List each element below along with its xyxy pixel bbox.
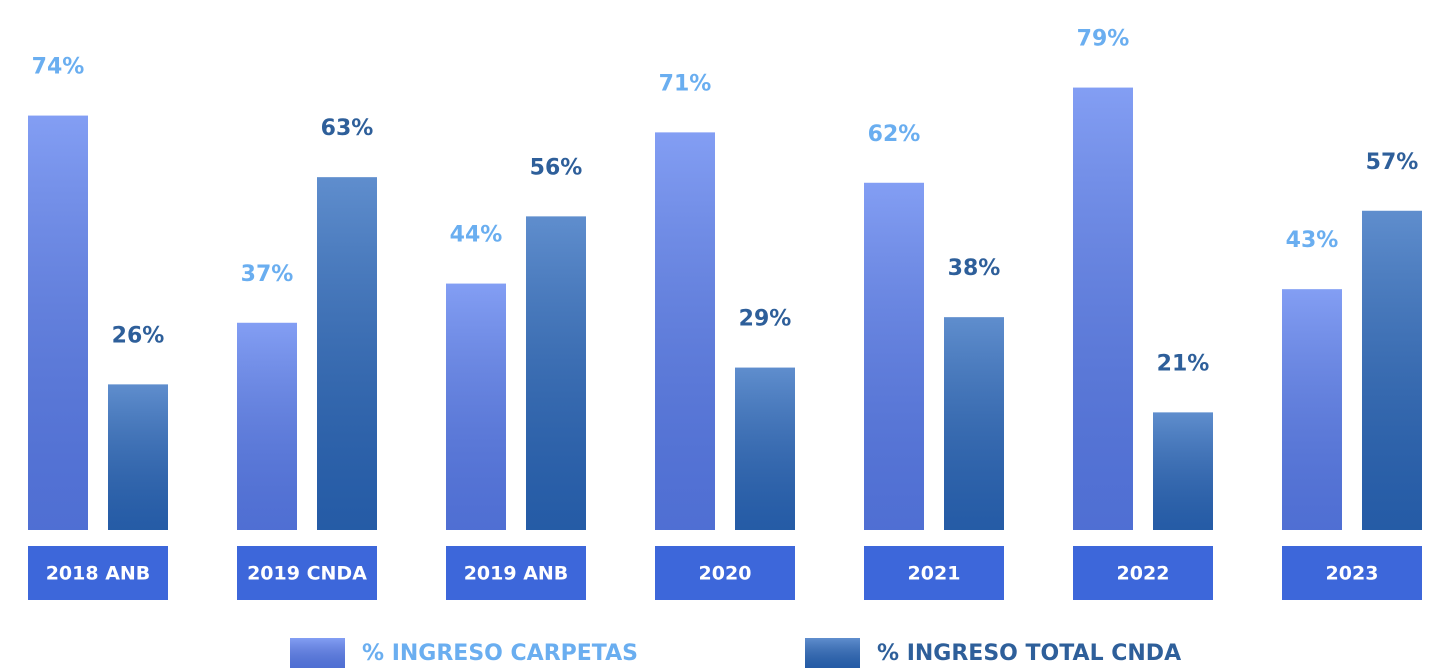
value-label: 57% bbox=[1366, 150, 1419, 175]
bar-shade bbox=[317, 177, 377, 530]
x-tick-label: 2023 bbox=[1326, 563, 1379, 585]
value-label: 38% bbox=[948, 256, 1001, 281]
value-label: 26% bbox=[112, 323, 165, 348]
bar-shade bbox=[944, 317, 1004, 530]
bar-shade bbox=[864, 182, 924, 531]
x-tick-label: 2020 bbox=[699, 563, 752, 585]
category-box bbox=[655, 546, 795, 600]
category-box bbox=[1073, 546, 1213, 600]
value-label: 37% bbox=[241, 262, 294, 287]
x-tick-label: 2019 ANB bbox=[464, 563, 569, 585]
value-label: 79% bbox=[1077, 27, 1130, 52]
value-label: 43% bbox=[1286, 228, 1339, 253]
legend-label: % INGRESO TOTAL CNDA bbox=[877, 641, 1181, 666]
x-tick-label: 2019 CNDA bbox=[247, 563, 367, 585]
x-tick-label: 2022 bbox=[1117, 563, 1170, 585]
bar-shade bbox=[1153, 412, 1213, 530]
value-label: 21% bbox=[1157, 351, 1210, 376]
category-box bbox=[237, 546, 377, 600]
x-tick-label: 2021 bbox=[908, 563, 961, 585]
category-box bbox=[864, 546, 1004, 600]
category-box bbox=[1282, 546, 1422, 600]
bar-shade bbox=[108, 384, 168, 530]
value-label: 63% bbox=[321, 116, 374, 141]
value-label: 44% bbox=[450, 223, 503, 248]
x-tick-label: 2018 ANB bbox=[46, 563, 151, 585]
value-label: 56% bbox=[530, 155, 583, 180]
bar-shade bbox=[237, 322, 297, 530]
value-label: 62% bbox=[868, 122, 921, 147]
legend-label: % INGRESO CARPETAS bbox=[362, 641, 638, 666]
legend-swatch-shade bbox=[290, 638, 345, 668]
bar-shade bbox=[1282, 289, 1342, 530]
bar-shade bbox=[28, 115, 88, 530]
category-box bbox=[28, 546, 168, 600]
bar-shade bbox=[735, 367, 795, 530]
category-box bbox=[446, 546, 586, 600]
bar-shade bbox=[446, 283, 506, 530]
value-label: 29% bbox=[739, 307, 792, 332]
bar-shade bbox=[526, 216, 586, 530]
value-label: 74% bbox=[32, 55, 85, 80]
bar-shade bbox=[655, 132, 715, 530]
bar-shade bbox=[1362, 210, 1422, 531]
legend-swatch-shade bbox=[805, 638, 860, 668]
value-label: 71% bbox=[659, 71, 712, 96]
bar-shade bbox=[1073, 87, 1133, 530]
